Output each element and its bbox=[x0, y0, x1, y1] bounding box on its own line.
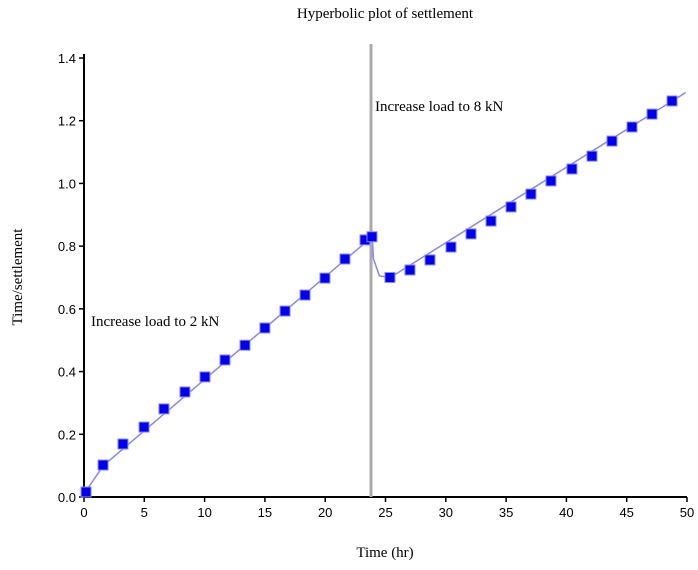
annotation: Increase load to 2 kN bbox=[91, 314, 219, 330]
x-tick-label: 5 bbox=[141, 505, 148, 520]
data-point bbox=[626, 121, 638, 133]
data-point bbox=[545, 175, 557, 187]
y-tick-label: 1.4 bbox=[58, 51, 76, 66]
x-tick-label: 15 bbox=[258, 505, 272, 520]
data-point bbox=[424, 254, 436, 266]
x-axis-label: Time (hr) bbox=[356, 545, 413, 561]
data-point bbox=[445, 241, 457, 253]
data-point bbox=[117, 438, 129, 450]
data-point bbox=[505, 201, 517, 213]
data-point bbox=[97, 459, 109, 471]
data-point bbox=[586, 150, 598, 162]
data-point bbox=[404, 264, 416, 276]
data-point bbox=[80, 486, 92, 498]
data-point bbox=[219, 354, 231, 366]
data-point bbox=[525, 188, 537, 200]
chart-title: Hyperbolic plot of settlement bbox=[297, 6, 474, 22]
data-point bbox=[239, 339, 251, 351]
data-point bbox=[158, 403, 170, 415]
y-tick-label: 1.0 bbox=[58, 176, 76, 191]
y-tick-label: 0.8 bbox=[58, 239, 76, 254]
x-tick-label: 0 bbox=[80, 505, 87, 520]
y-tick-label: 0.2 bbox=[58, 427, 76, 442]
data-point bbox=[465, 228, 477, 240]
y-axis-label: Time/settlement bbox=[10, 228, 26, 326]
y-tick-label: 1.2 bbox=[58, 114, 76, 129]
x-tick-label: 20 bbox=[318, 505, 332, 520]
data-point bbox=[485, 215, 497, 227]
x-tick-label: 10 bbox=[197, 505, 211, 520]
data-point bbox=[339, 253, 351, 265]
data-point bbox=[299, 289, 311, 301]
annotation: Increase load to 8 kN bbox=[375, 99, 503, 115]
data-point bbox=[384, 272, 396, 283]
data-point bbox=[279, 305, 291, 317]
x-tick-label: 40 bbox=[559, 505, 573, 520]
data-point bbox=[199, 371, 211, 383]
data-point bbox=[259, 322, 271, 334]
x-tick-label: 50 bbox=[680, 505, 694, 520]
data-point bbox=[366, 231, 378, 243]
data-point bbox=[179, 386, 191, 398]
y-tick-label: 0.6 bbox=[58, 302, 76, 317]
y-tick-label: 0.0 bbox=[58, 490, 76, 505]
x-tick-label: 30 bbox=[439, 505, 453, 520]
x-tick-label: 35 bbox=[499, 505, 513, 520]
data-point bbox=[319, 272, 331, 284]
data-point bbox=[646, 108, 658, 120]
x-tick-label: 25 bbox=[378, 505, 392, 520]
data-point bbox=[566, 163, 578, 175]
data-point bbox=[138, 421, 150, 433]
data-point bbox=[666, 95, 678, 107]
x-tick-label: 45 bbox=[619, 505, 633, 520]
data-point bbox=[606, 135, 618, 147]
y-tick-label: 0.4 bbox=[58, 365, 76, 380]
